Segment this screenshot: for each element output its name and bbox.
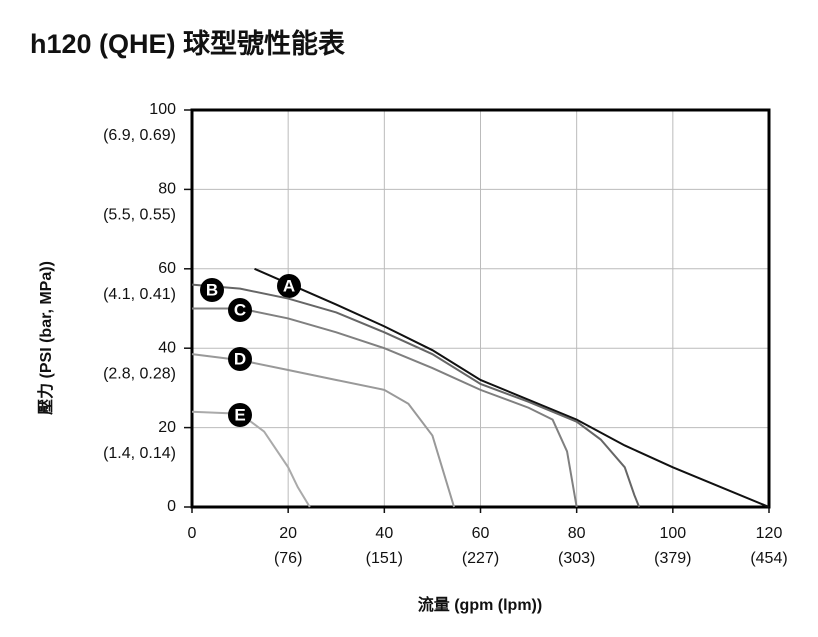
y-tick-label: 0 xyxy=(167,498,176,515)
x-tick-sublabel: (303) xyxy=(558,550,595,567)
x-tick-label: 60 xyxy=(472,525,490,542)
series-name: D xyxy=(234,349,246,368)
y-tick-sublabel: (6.9, 0.69) xyxy=(103,127,176,144)
y-tick-sublabel: (5.5, 0.55) xyxy=(103,207,176,224)
series-name: C xyxy=(234,300,246,319)
series-name: E xyxy=(234,405,245,424)
y-axis-label: 壓力 (PSI (bar, MPa)) xyxy=(36,261,55,415)
x-tick-sublabel: (227) xyxy=(462,550,499,567)
y-tick-label: 100 xyxy=(149,101,176,118)
x-tick-sublabel: (454) xyxy=(750,550,787,567)
series-badge xyxy=(277,274,301,298)
series-line xyxy=(254,267,770,508)
y-tick-sublabel: (4.1, 0.41) xyxy=(103,286,176,303)
series-badge xyxy=(228,347,252,371)
x-tick-label: 0 xyxy=(188,525,197,542)
series-badge xyxy=(228,298,252,322)
series-badge xyxy=(200,278,224,302)
y-tick-label: 40 xyxy=(158,339,176,356)
x-tick-sublabel: (76) xyxy=(274,550,302,567)
x-tick-label: 80 xyxy=(568,525,586,542)
series-line xyxy=(191,410,311,508)
chart-title: h120 (QHE) 球型號性能表 xyxy=(30,28,345,59)
x-tick-label: 40 xyxy=(375,525,393,542)
series-badge xyxy=(228,403,252,427)
series-name: B xyxy=(206,280,218,299)
series-line xyxy=(191,353,456,508)
y-tick-label: 80 xyxy=(158,181,176,198)
series-line xyxy=(191,283,641,508)
y-tick-label: 20 xyxy=(158,419,176,436)
x-tick-sublabel: (379) xyxy=(654,550,691,567)
x-axis-label: 流量 (gpm (lpm)) xyxy=(418,595,542,614)
series-line xyxy=(192,307,578,508)
x-tick-label: 20 xyxy=(279,525,297,542)
x-tick-label: 100 xyxy=(659,525,686,542)
y-tick-label: 60 xyxy=(158,260,176,277)
x-tick-label: 120 xyxy=(756,525,783,542)
x-tick-sublabel: (151) xyxy=(366,550,403,567)
series-name: A xyxy=(283,276,295,295)
y-tick-sublabel: (1.4, 0.14) xyxy=(103,445,176,462)
y-tick-sublabel: (2.8, 0.28) xyxy=(103,365,176,382)
